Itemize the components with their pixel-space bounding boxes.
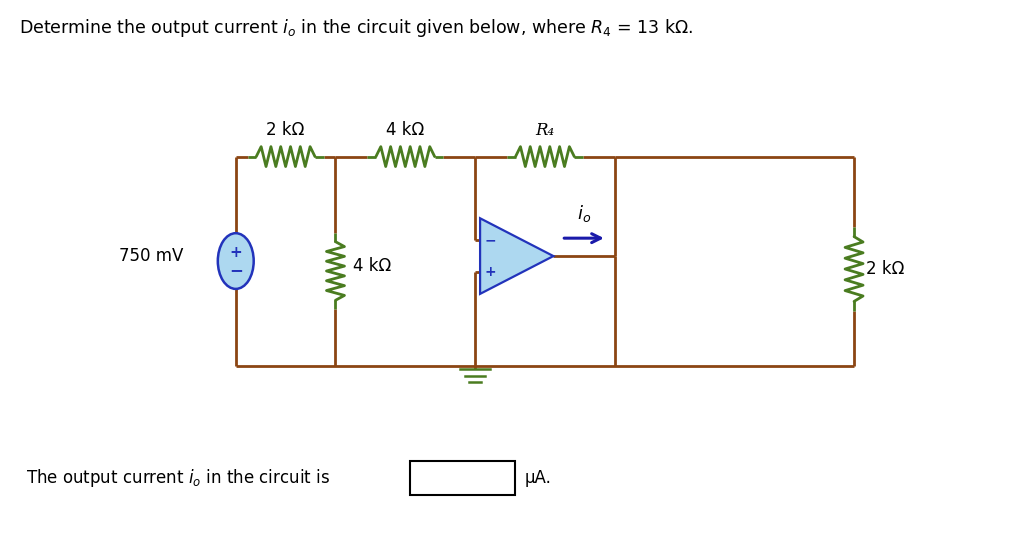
Text: Determine the output current $i_o$ in the circuit given below, where $R_4$ = 13 : Determine the output current $i_o$ in th…: [19, 17, 693, 39]
Text: 750 mV: 750 mV: [119, 247, 183, 265]
Text: −: −: [228, 261, 243, 279]
Ellipse shape: [218, 233, 254, 289]
Text: μA.: μA.: [525, 469, 552, 487]
Text: 4 kΩ: 4 kΩ: [353, 257, 392, 275]
Text: −: −: [484, 233, 496, 247]
Text: $i_o$: $i_o$: [577, 203, 591, 224]
Text: The output current $i_o$ in the circuit is: The output current $i_o$ in the circuit …: [27, 467, 331, 489]
FancyBboxPatch shape: [411, 461, 515, 495]
Text: 2 kΩ: 2 kΩ: [866, 260, 904, 278]
Text: +: +: [484, 265, 496, 279]
Text: +: +: [229, 245, 242, 260]
Text: 2 kΩ: 2 kΩ: [266, 121, 305, 138]
Text: R₄: R₄: [536, 122, 554, 138]
Text: 4 kΩ: 4 kΩ: [386, 121, 424, 138]
Polygon shape: [480, 218, 553, 294]
